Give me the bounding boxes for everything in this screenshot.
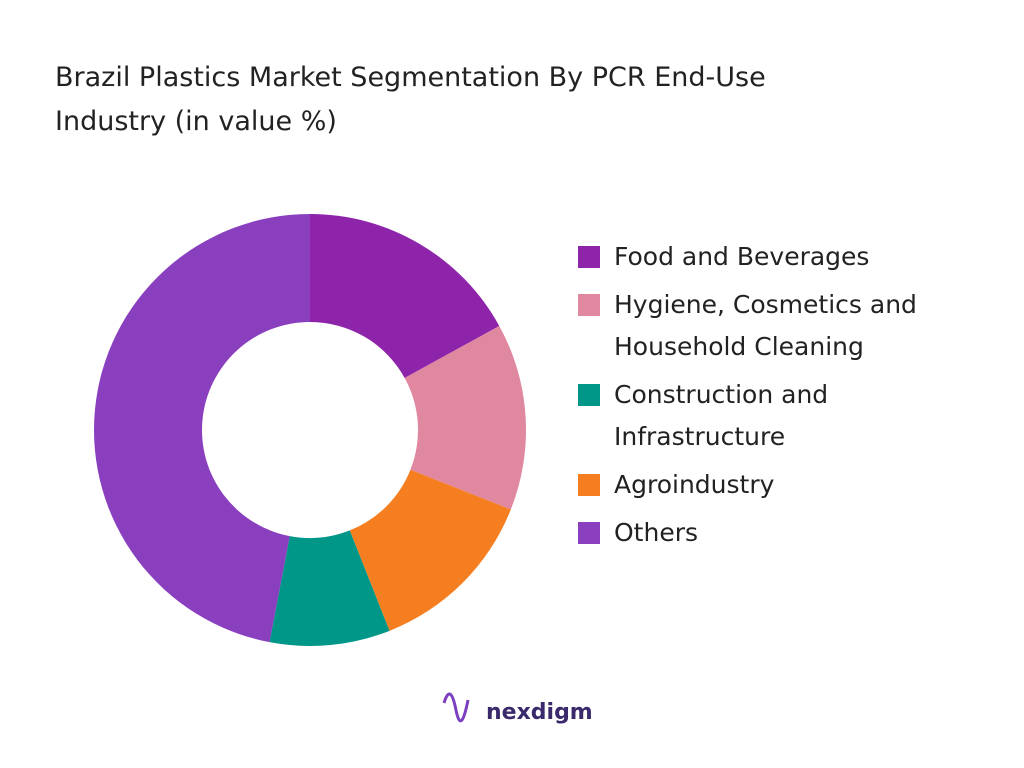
legend-swatch	[578, 522, 600, 544]
legend-label: Construction and Infrastructure	[614, 380, 829, 451]
legend-item: Construction and Infrastructure	[578, 374, 998, 458]
brand-logo	[442, 692, 470, 723]
legend-swatch	[578, 384, 600, 406]
donut-slice	[269, 530, 390, 646]
legend-label: Agroindustry	[614, 470, 775, 499]
legend-label: Hygiene, Cosmetics and Household Cleanin…	[614, 290, 917, 361]
legend: Food and Beverages Hygiene, Cosmetics and…	[578, 236, 998, 560]
donut-slice	[310, 214, 500, 378]
legend-item: Hygiene, Cosmetics and Household Cleanin…	[578, 284, 998, 368]
donut-slice	[404, 325, 526, 510]
legend-swatch	[578, 294, 600, 316]
chart-title: Brazil Plastics Market Segmentation By P…	[55, 62, 766, 137]
legend-label: Others	[614, 518, 699, 547]
legend-swatch	[578, 474, 600, 496]
legend-label: Food and Beverages	[614, 242, 870, 271]
donut-slice	[349, 469, 511, 631]
legend-item: Others	[578, 512, 998, 554]
donut-slice	[93, 214, 311, 643]
legend-item: Agroindustry	[578, 464, 998, 506]
legend-item: Food and Beverages	[578, 236, 998, 278]
legend-swatch	[578, 246, 600, 268]
brand: nexdigm	[486, 700, 593, 725]
